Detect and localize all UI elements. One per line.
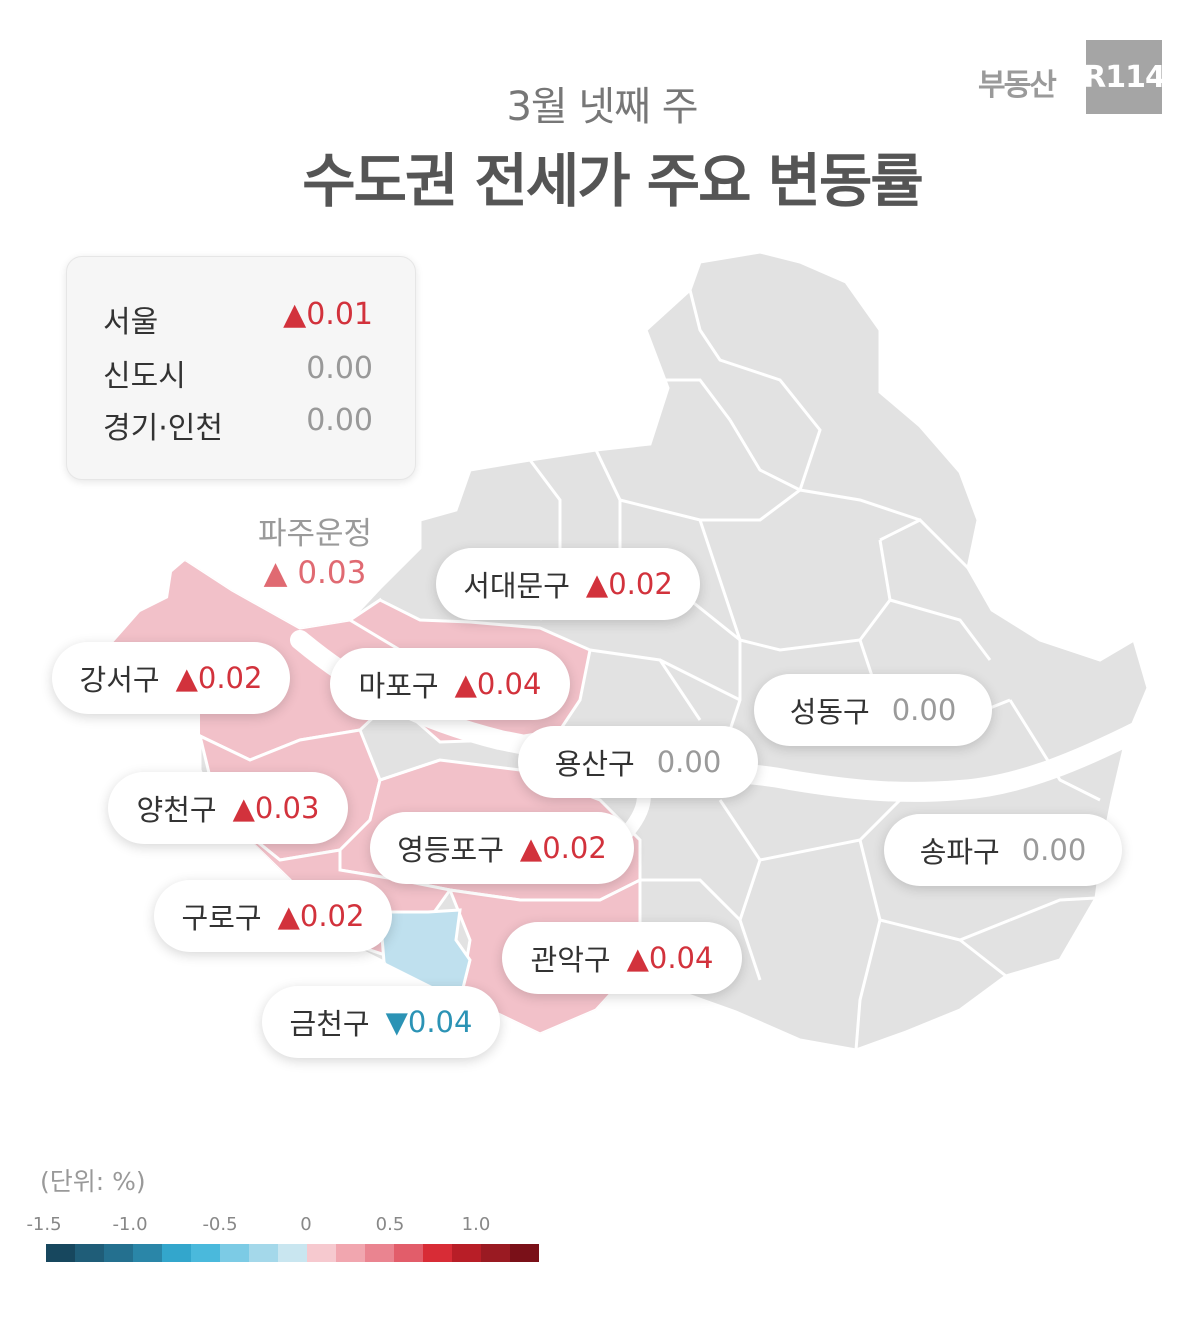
pill-value: 0.00 (891, 693, 957, 727)
legend-swatch (191, 1244, 220, 1262)
pill-seongdong: 성동구 0.00 (754, 674, 992, 746)
page-title: 수도권 전세가 주요 변동률 (302, 147, 924, 215)
pill-value: ▲0.04 (626, 941, 714, 975)
pill-name: 양천구 (136, 793, 217, 827)
pill-name: 관악구 (530, 943, 611, 977)
region-label-paju: 파주운정 ▲ 0.03 (240, 508, 390, 591)
pill-name: 영등포구 (397, 833, 504, 867)
summary-value: 0.00 (306, 351, 373, 386)
pill-value: ▲0.02 (175, 661, 263, 695)
pill-mapo: 마포구 ▲0.04 (330, 648, 570, 720)
legend-swatch (394, 1244, 423, 1262)
pill-name: 송파구 (919, 835, 1000, 869)
legend-swatch (162, 1244, 191, 1262)
legend-swatch (133, 1244, 162, 1262)
logo-wordmark: 부동산 (978, 68, 1057, 103)
legend-swatch (46, 1244, 75, 1262)
legend-tick: 1.0 (461, 1214, 491, 1235)
pill-geumcheon: 금천구 ▼0.04 (262, 986, 500, 1058)
region-value: ▲ 0.03 (263, 555, 367, 591)
pill-name: 구로구 (181, 901, 262, 935)
pill-value: ▲0.02 (277, 899, 365, 933)
legend-swatch (510, 1244, 539, 1262)
pill-name: 서대문구 (463, 569, 570, 603)
legend-swatch (75, 1244, 104, 1262)
legend-swatch (278, 1244, 307, 1262)
unit-label: (단위: %) (40, 1167, 146, 1196)
pill-songpa: 송파구 0.00 (884, 814, 1122, 886)
legend-swatch (220, 1244, 249, 1262)
logo-badge: R114 (1083, 40, 1166, 114)
pill-value: ▲0.02 (585, 567, 673, 601)
summary-value: 0.00 (306, 403, 373, 438)
pill-value: 0.00 (656, 745, 722, 779)
pill-yongsan: 용산구 0.00 (518, 726, 758, 798)
pill-yangcheon: 양천구 ▲0.03 (108, 772, 348, 844)
summary-value: ▲0.01 (283, 297, 373, 332)
pill-name: 금천구 (289, 1007, 370, 1041)
legend-tick: -1.0 (112, 1214, 148, 1235)
pill-value: ▲0.02 (519, 831, 607, 865)
pill-value: 0.00 (1021, 833, 1087, 867)
pill-name: 성동구 (789, 695, 870, 729)
legend-swatch (307, 1244, 336, 1262)
summary-row-gyeonggi-incheon: 경기·인천 0.00 (103, 403, 373, 446)
summary-label: 경기·인천 (103, 411, 223, 446)
pill-gwanak: 관악구 ▲0.04 (502, 922, 742, 994)
summary-row-new-towns: 신도시 0.00 (103, 351, 373, 394)
pill-gangseo: 강서구 ▲0.02 (52, 642, 290, 714)
subtitle: 3월 넷째 주 (506, 84, 698, 130)
pill-value: ▲0.03 (232, 791, 320, 825)
pill-guro: 구로구 ▲0.02 (154, 880, 392, 952)
region-name: 파주운정 (257, 516, 373, 552)
legend-swatch (336, 1244, 365, 1262)
pill-name: 용산구 (554, 747, 635, 781)
summary-label: 신도시 (103, 359, 186, 394)
legend-swatch (423, 1244, 452, 1262)
pill-seodaemun: 서대문구 ▲0.02 (436, 548, 700, 620)
pill-name: 마포구 (358, 669, 439, 703)
legend-swatch (452, 1244, 481, 1262)
legend-tick: 0.5 (375, 1214, 405, 1235)
legend-swatch (104, 1244, 133, 1262)
summary-row-seoul: 서울 ▲0.01 (103, 297, 373, 340)
summary-box: 서울 ▲0.01 신도시 0.00 경기·인천 0.00 (66, 256, 416, 480)
legend-tick: -1.5 (26, 1214, 62, 1235)
color-scale (46, 1244, 539, 1262)
pill-yeongdeungpo: 영등포구 ▲0.02 (370, 812, 634, 884)
legend-swatch (365, 1244, 394, 1262)
summary-label: 서울 (103, 305, 159, 340)
pill-value: ▲0.04 (454, 667, 542, 701)
legend-swatch (481, 1244, 510, 1262)
pill-value: ▼0.04 (385, 1005, 473, 1039)
legend-tick: 0 (300, 1214, 312, 1235)
legend-swatch (249, 1244, 278, 1262)
pill-name: 강서구 (79, 663, 160, 697)
legend-tick: -0.5 (202, 1214, 238, 1235)
